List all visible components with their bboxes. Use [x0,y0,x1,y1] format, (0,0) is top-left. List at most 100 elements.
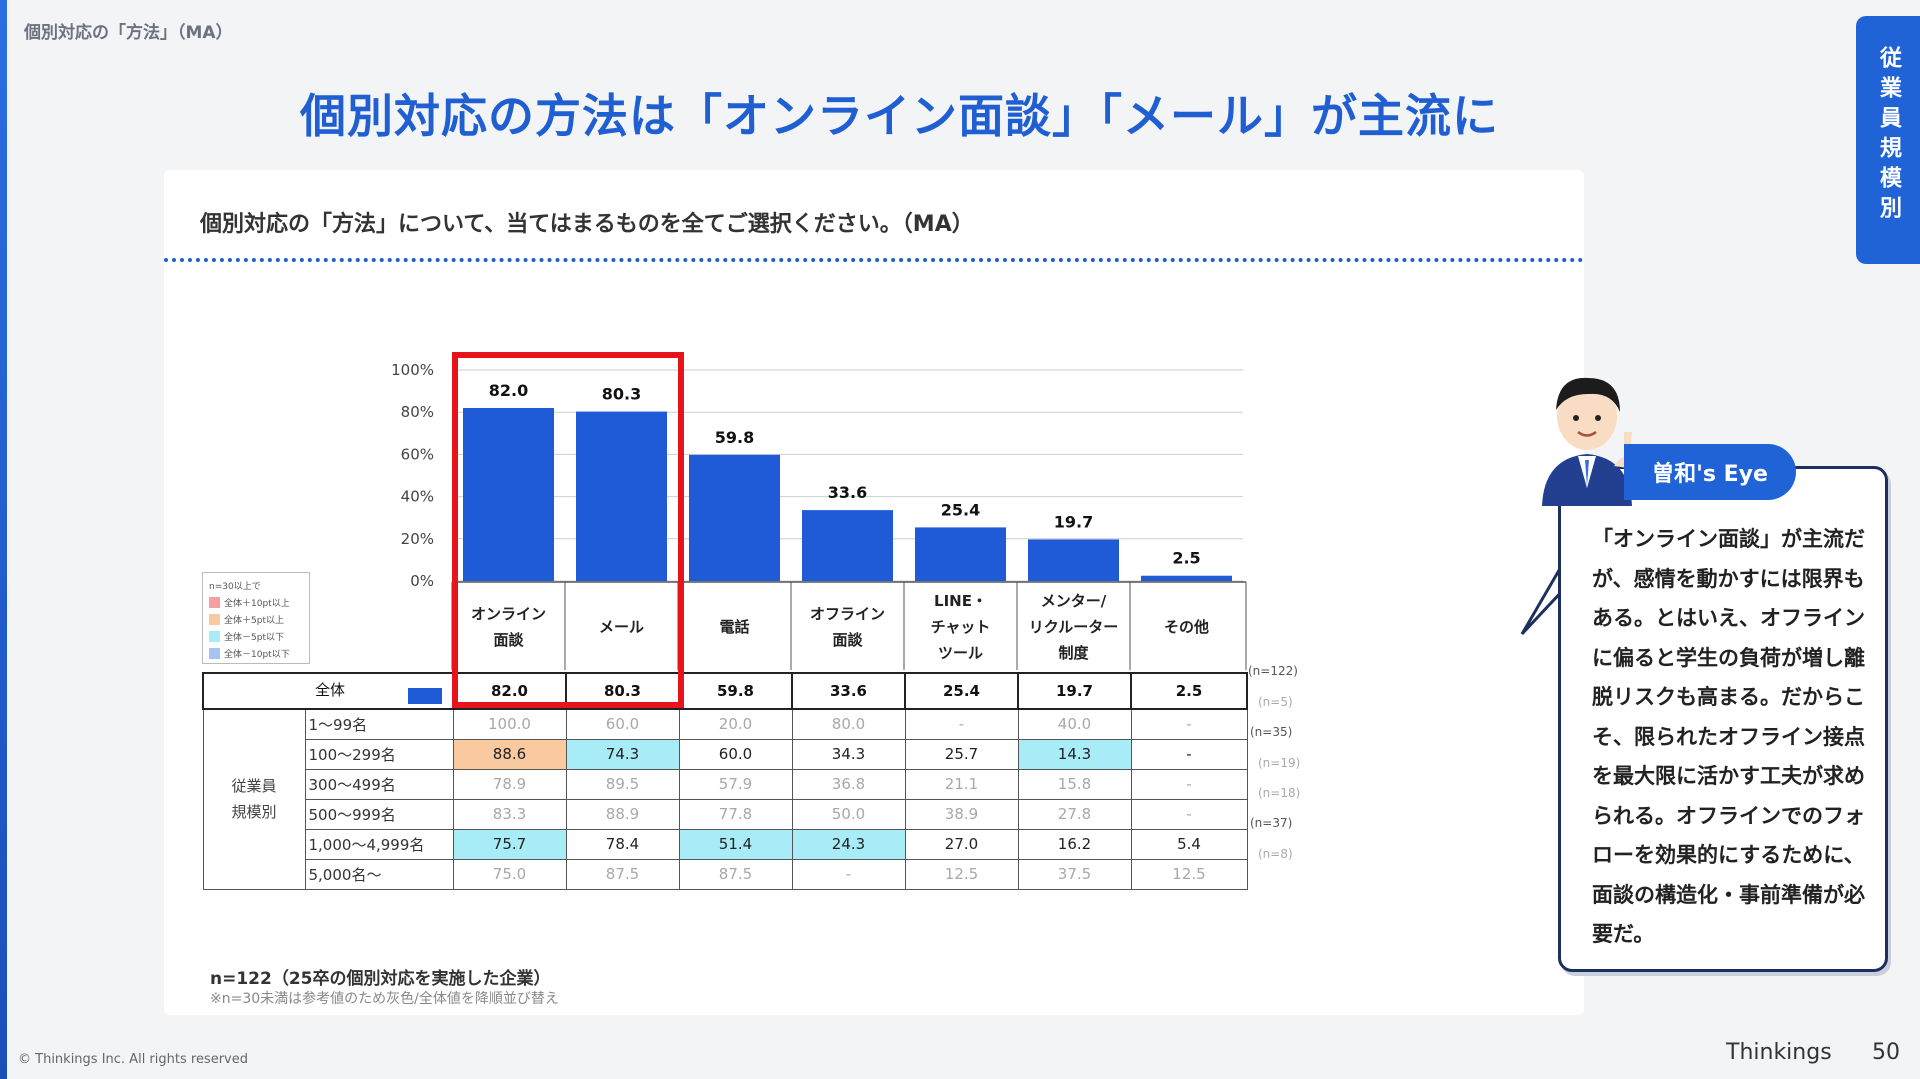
category-label: オフライン [810,605,885,623]
table-value-cell: 57.9 [678,768,793,800]
bar [463,407,554,581]
table-value-cell: 83.3 [452,798,567,830]
legend-label: 全体＋10pt以上 [224,599,290,609]
table-value-cell: 60.0 [565,708,680,740]
table-value-cell: 12.5 [904,858,1019,890]
category-label: 面談 [493,631,524,649]
table-value-cell: 77.8 [678,798,793,830]
table-value-cell: 74.3 [565,738,680,770]
table-value-cell: 38.9 [904,798,1019,830]
table-value-cell: 36.8 [791,768,906,800]
table-value-cell: 87.5 [565,858,680,890]
page-number: 50 [1872,1040,1900,1065]
bar [802,510,893,581]
group-label-line: 規模別 [231,803,277,822]
commentary-badge: 曽和's Eye [1624,444,1796,500]
legend-label: 全体－5pt以下 [224,633,284,643]
table-row: 従業員 規模別 1〜99名 100.0 60.0 20.0 80.0-40.0- [202,708,1248,890]
table-row: 100〜299名 88.6 74.3 60.0 34.3 25.7 14.3- [203,738,1248,770]
table-value-cell: 24.3 [791,828,906,860]
legend: n=30以上で 全体＋10pt以上 全体＋5pt以上 全体－5pt以下 全体－10pt… [202,572,310,664]
y-tick-label: 0% [410,572,434,590]
table-value-cell: - [791,858,906,890]
total-label-cell: 全体 [305,672,454,710]
y-tick-label: 20% [401,530,434,548]
category-label: その他 [1164,618,1209,636]
group-label-cell: 従業員 規模別 [202,708,306,890]
table-value-cell: 88.6 [452,738,567,770]
total-value-cell: 59.8 [678,672,793,710]
category-label: LINE・ [934,592,987,610]
segment-label-cell: 500〜999名 [304,798,454,830]
category-label: メール [599,618,644,636]
reference-note: ※n=30未満は参考値のため灰色/全体値を降順並び替え [210,991,559,1007]
bar-value-label: 19.7 [1054,512,1093,531]
total-value-cell: 33.6 [791,672,906,710]
total-value-cell: 19.7 [1017,672,1132,710]
bar [1028,539,1119,581]
table-value-cell: 88.9 [565,798,680,830]
table-value-cell: - [1130,738,1248,770]
copyright: © Thinkings Inc. All rights reserved [18,1052,249,1067]
sample-size-label: (n=18) [1258,785,1301,800]
table-value-cell: 16.2 [1017,828,1132,860]
legend-item: 全体－5pt以下 [209,628,303,645]
table-value-cell: 87.5 [678,858,793,890]
page-title: 個別対応の方法は「オンライン面談」「メール」が主流に [300,89,1499,143]
sample-size-label: (n=19) [1258,755,1301,770]
table-value-cell: 14.3 [1017,738,1132,770]
crosstab-table: 全体 82.0 80.3 59.8 33.6 25.4 19.7 2.5 従業員 規模別 1〜99名… [202,672,1248,890]
y-tick-label: 100% [391,361,434,379]
bar-value-label: 33.6 [828,483,867,502]
bar [689,454,780,581]
table-value-cell: 15.8 [1017,768,1132,800]
bar [1141,575,1232,581]
table-value-cell: 12.5 [1130,858,1248,890]
bar-value-label: 2.5 [1172,549,1200,568]
table-value-cell: 27.0 [904,828,1019,860]
category-label: オンライン [471,605,546,623]
total-series-swatch [408,687,442,704]
category-label: リクルーター [1029,618,1119,636]
bar-value-label: 59.8 [715,428,754,447]
category-label: チャット [931,618,991,636]
legend-swatch [209,631,220,642]
table-row: 5,000名〜 75.0 87.5 87.5-12.5 37.5 12.5 [203,858,1248,890]
segment-label-cell: 5,000名〜 [304,858,454,890]
section-tab[interactable]: 従業員規模別 [1856,16,1920,264]
total-value-cell: 25.4 [904,672,1019,710]
table-row-total: 全体 82.0 80.3 59.8 33.6 25.4 19.7 2.5 [202,672,1248,710]
legend-label: 全体＋5pt以上 [224,616,284,626]
bar-value-label: 80.3 [602,385,641,404]
table-value-cell: 75.0 [452,858,567,890]
table-value-cell: 50.0 [791,798,906,830]
table-value-cell: 51.4 [678,828,793,860]
question-divider [164,258,1584,262]
category-label: メンター/ [1041,592,1107,610]
legend-item: 全体＋5pt以上 [209,611,303,628]
legend-swatch [209,648,220,659]
table-value-cell: - [1130,798,1248,830]
category-label: ツール [938,644,983,662]
bar [576,411,667,581]
y-tick-label: 80% [401,403,434,421]
bar-value-label: 82.0 [489,381,528,400]
table-row: 300〜499名 78.9 89.5 57.9 36.8 21.1 15.8- [203,768,1248,800]
sample-size-label: (n=8) [1258,846,1293,861]
sample-size-label: (n=122) [1248,664,1298,678]
table-value-cell: 37.5 [1017,858,1132,890]
sample-size-label: (n=5) [1258,695,1293,709]
bar [915,527,1006,581]
commentary-text: 「オンライン面談」が主流だが、感情を動かすには限界もある。とはいえ、オフラインに… [1592,527,1865,946]
segment-label-cell: 300〜499名 [304,768,454,800]
table-value-cell: 100.0 [452,708,567,740]
table-row: 1,000〜4,999名 75.7 78.4 51.4 24.3 27.0 16.2 5.4 [203,828,1248,860]
category-label: 面談 [832,631,863,649]
bar-value-label: 25.4 [941,500,980,519]
segment-label-cell: 1〜99名 [304,708,454,740]
group-label-line: 従業員 [231,777,277,796]
legend-swatch [209,614,220,625]
y-tick-label: 40% [401,488,434,506]
table-value-cell: 60.0 [678,738,793,770]
